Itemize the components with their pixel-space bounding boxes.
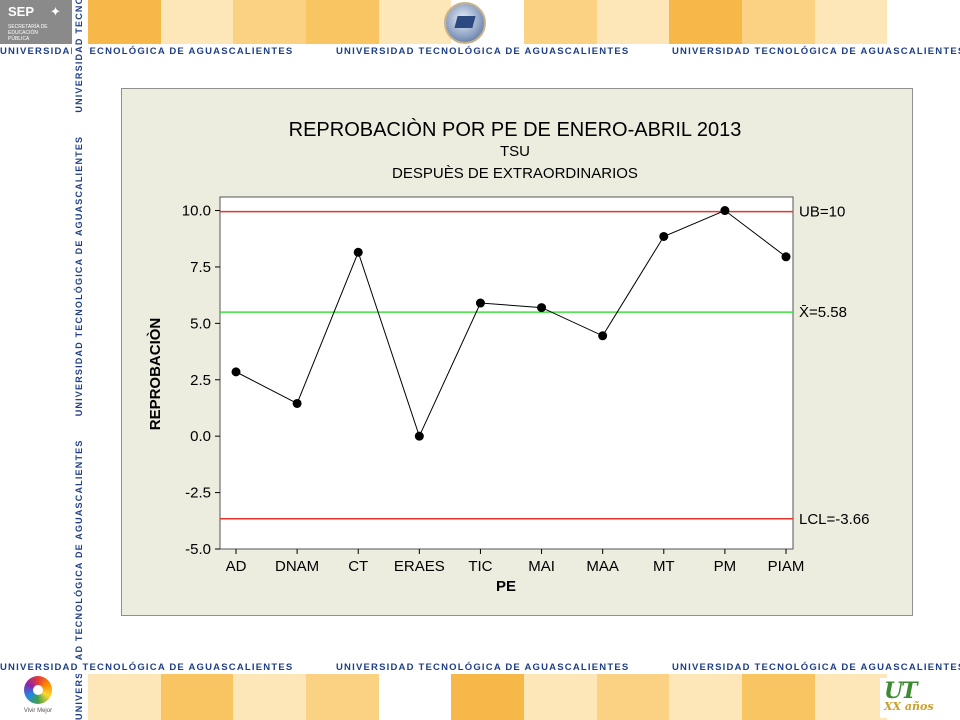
x-tick-label: MAI xyxy=(528,558,555,575)
x-tick-label: MAA xyxy=(586,558,619,575)
flower-icon xyxy=(24,676,52,704)
footer-banner-text: UNIVERSIDAD TECNOLÓGICA DE AGUASCALIENTE… xyxy=(0,661,294,673)
data-point xyxy=(537,303,547,313)
side-banner: UNIVERSIDAD TECNOLÓGICA DE AGUASCALIENTE… xyxy=(72,0,88,720)
side-banner-text: UNIVERSIDAD TECNOLÓGICA DE AGUASCALIENTE… xyxy=(74,0,84,113)
side-banner-text: UNIVERSIDAD TECNOLÓGICA DE AGUASCALIENTE… xyxy=(74,135,84,417)
plot-area xyxy=(219,196,794,550)
reference-line-label: UB=10 xyxy=(799,204,845,221)
reference-line-label: LCL=-3.66 xyxy=(799,511,869,528)
x-axis-label: PE xyxy=(496,578,516,595)
mexican-eagle-icon: ✦ xyxy=(50,4,61,19)
vivir-mejor-label: Vivir Mejor xyxy=(23,708,53,714)
x-tick-label: PIAM xyxy=(768,558,805,575)
chart-title: REPROBACIÒN POR PE DE ENERO-ABRIL 2013 xyxy=(289,118,742,141)
data-point xyxy=(353,247,363,257)
ut-logo-mark: UT xyxy=(884,678,918,704)
ut-anniversary-logo: UT XX años xyxy=(880,678,942,718)
chart-subtitle-2: DESPUÈS DE EXTRAORDINARIOS xyxy=(392,165,638,182)
data-point xyxy=(414,431,424,441)
x-tick-label: AD xyxy=(226,558,247,575)
header-banner-text: UNIVERSIDAD TECNOLÓGICA DE AGUASCALIENTE… xyxy=(0,45,294,57)
header-banner-text: UNIVERSIDAD TECNOLÓGICA DE AGUASCALIENTE… xyxy=(672,45,960,57)
x-tick-label: ERAES xyxy=(394,558,445,575)
footer-banner-text: UNIVERSIDAD TECNOLÓGICA DE AGUASCALIENTE… xyxy=(672,661,960,673)
y-tick-label: -2.5 xyxy=(185,485,211,502)
reference-line-label: X̄=5.58 xyxy=(799,304,847,321)
footer-band xyxy=(0,674,960,720)
data-point xyxy=(720,206,730,216)
y-tick-label: -5.0 xyxy=(185,541,211,558)
data-point xyxy=(598,331,608,341)
data-point xyxy=(475,298,485,308)
x-tick-label: MT xyxy=(653,558,675,575)
sep-logo: SEP SECRETARÍA DE EDUCACIÓN PÚBLICA ✦ xyxy=(0,0,72,44)
y-tick-label: 10.0 xyxy=(182,203,211,220)
header-banner: UNIVERSIDAD TECNOLÓGICA DE AGUASCALIENTE… xyxy=(0,44,960,58)
control-chart: REPROBACIÒN POR PE DE ENERO-ABRIL 2013 T… xyxy=(146,118,869,595)
vivir-mejor-logo: Vivir Mejor xyxy=(18,674,58,720)
y-tick-label: 5.0 xyxy=(190,315,211,332)
series-line xyxy=(235,209,787,438)
chart-subtitle: TSU xyxy=(500,143,530,160)
header-band xyxy=(0,0,960,44)
x-tick-label: DNAM xyxy=(275,558,319,575)
y-tick-label: 2.5 xyxy=(190,372,211,389)
uta-seal-icon xyxy=(444,2,486,44)
header-tiles xyxy=(88,0,960,44)
y-axis-label: REPROBACIÒN xyxy=(146,318,164,431)
x-tick-label: TIC xyxy=(468,558,492,575)
header-banner-text: UNIVERSIDAD TECNOLÓGICA DE AGUASCALIENTE… xyxy=(336,45,630,57)
data-point xyxy=(231,367,241,377)
sep-logo-text: SEP xyxy=(8,4,35,19)
x-tick-label: PM xyxy=(714,558,737,575)
y-tick-label: 0.0 xyxy=(190,428,211,445)
data-point xyxy=(659,231,669,241)
y-tick-label: 7.5 xyxy=(190,259,211,276)
chart-panel: REPROBACIÒN POR PE DE ENERO-ABRIL 2013 T… xyxy=(121,88,913,616)
footer-banner: UNIVERSIDAD TECNOLÓGICA DE AGUASCALIENTE… xyxy=(0,660,960,674)
footer-tiles xyxy=(88,674,960,720)
data-point xyxy=(292,398,302,408)
data-point xyxy=(781,252,791,262)
footer-banner-text: UNIVERSIDAD TECNOLÓGICA DE AGUASCALIENTE… xyxy=(336,661,630,673)
ut-logo-sub: XX años xyxy=(884,700,934,713)
sep-subtitle: SECRETARÍA DE EDUCACIÓN PÚBLICA xyxy=(8,24,48,42)
x-tick-label: CT xyxy=(348,558,368,575)
